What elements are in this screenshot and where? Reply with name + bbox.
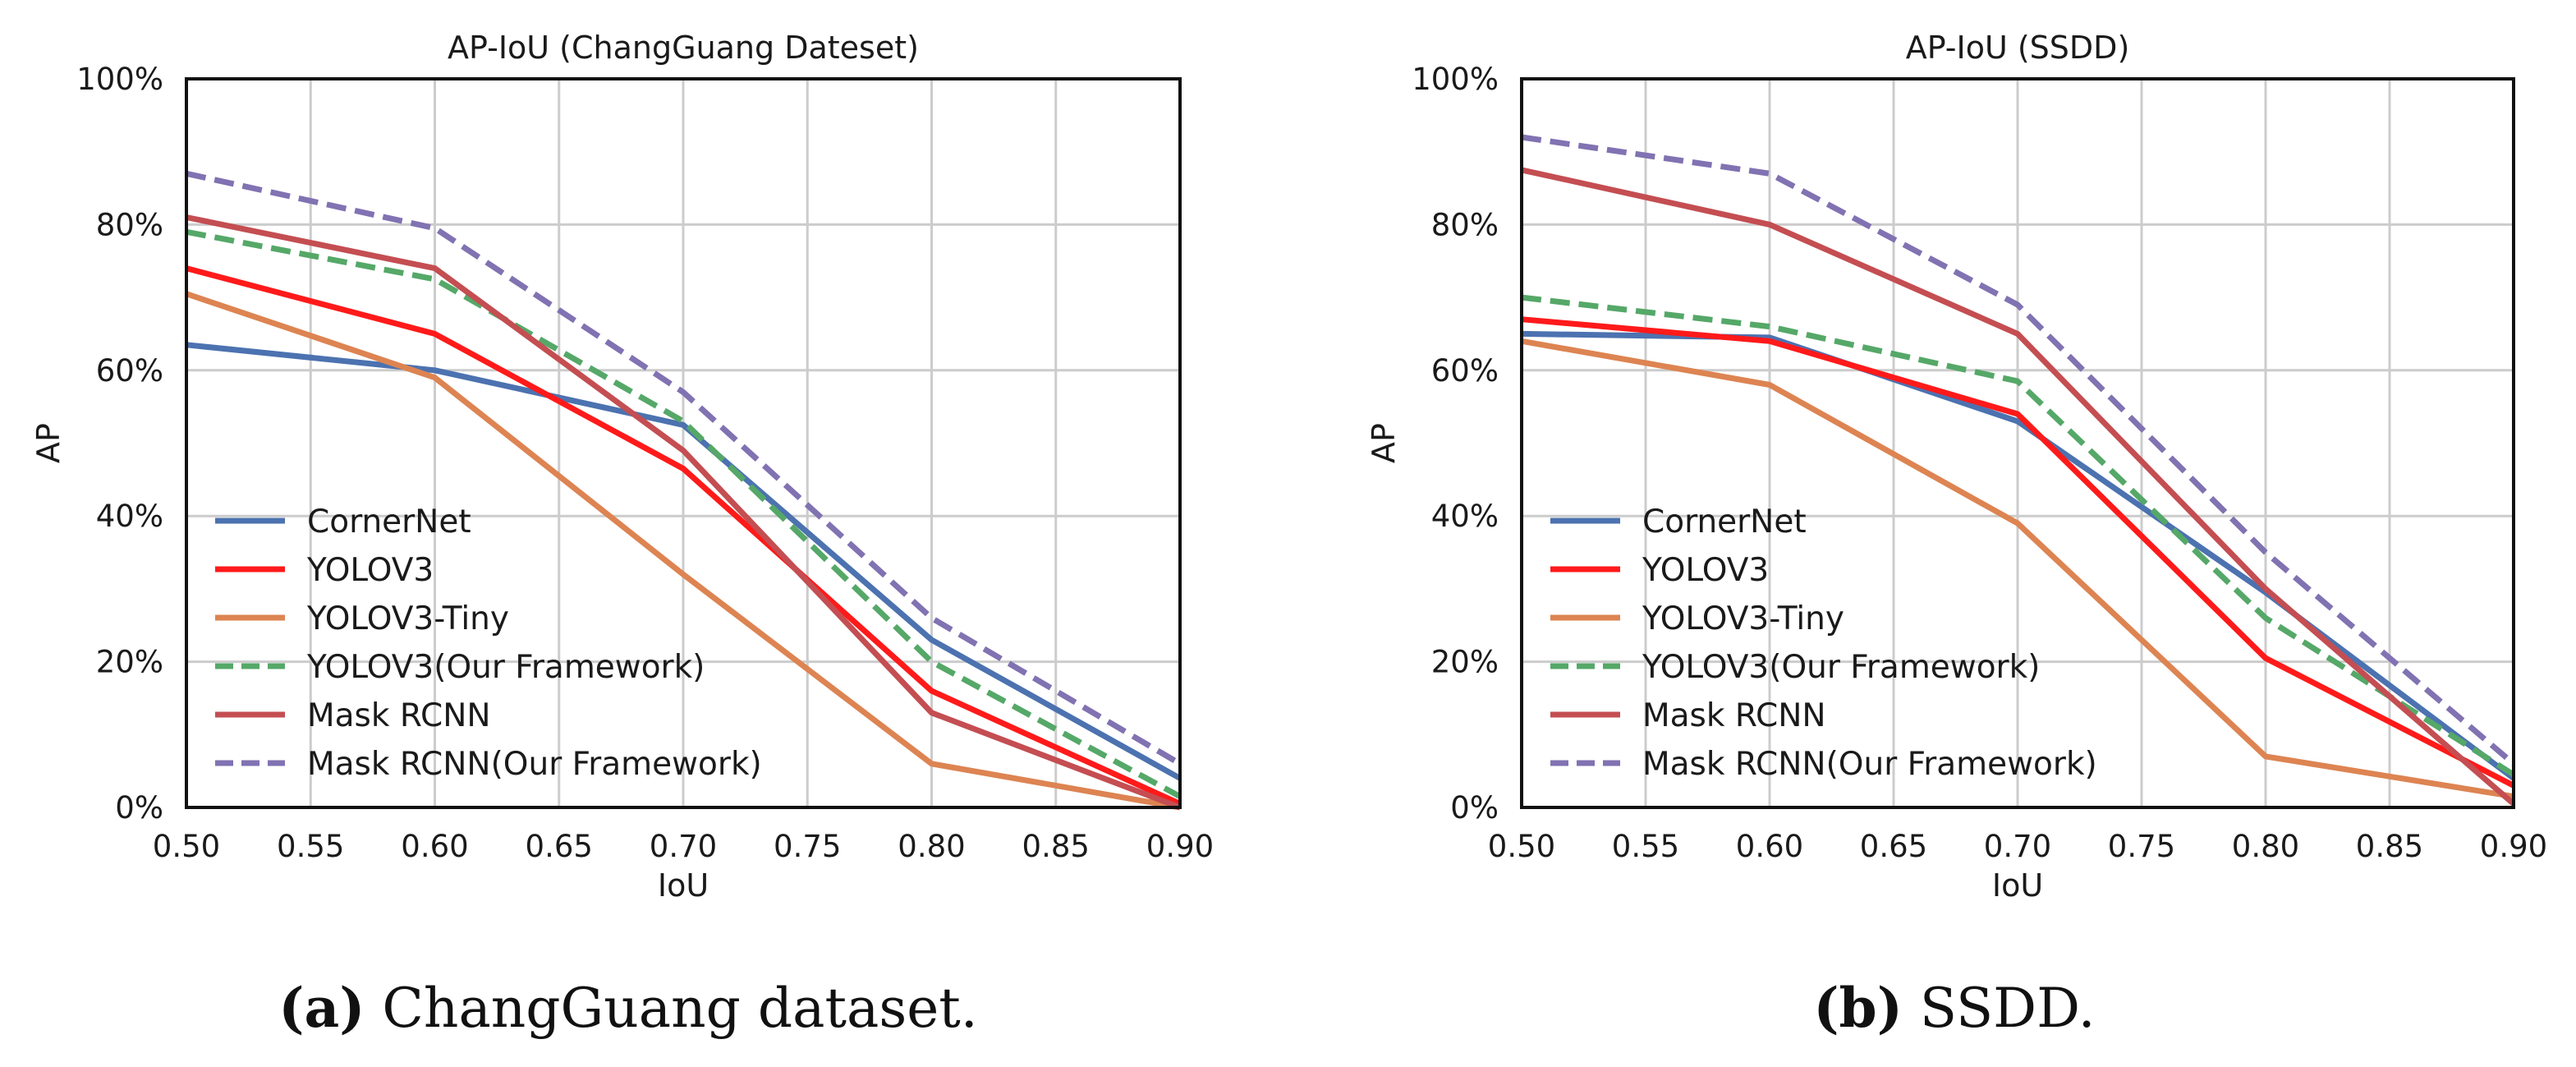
chart-ssdd: 0.50 0.55 0.60 0.65 0.70 0.75 0.80 0.85 0.90 0% 20… — [1366, 30, 2547, 904]
series-line-mask-rcnn-our-framework — [1521, 134, 2516, 766]
series-line-mask-rcnn — [1521, 167, 2516, 807]
x-tick-label: 0.90 — [2480, 829, 2547, 864]
series-line-yolov3-tiny — [185, 291, 1181, 811]
series-line-yolov3-tiny — [1521, 338, 2514, 800]
legend-label: Mask RCNN(Our Framework) — [1642, 746, 2097, 783]
legend-label: YOLOV3 — [306, 552, 434, 589]
x-tick-label: 0.75 — [774, 829, 841, 864]
chart-title: AP-IoU (SSDD) — [1906, 30, 2130, 66]
x-axis-label: IoU — [658, 867, 709, 904]
legend-label: Mask RCNN(Our Framework) — [307, 746, 762, 783]
x-tick-label: 0.50 — [153, 829, 220, 864]
x-tick-label: 0.60 — [401, 829, 468, 864]
x-tick-label: 0.70 — [650, 829, 717, 864]
legend-label: YOLOV3(Our Framework) — [306, 649, 705, 686]
legend-label: YOLOV3-Tiny — [1642, 600, 1844, 637]
x-tick-label: 0.65 — [1860, 829, 1927, 864]
y-tick-label: 20% — [1431, 645, 1499, 680]
caption-letter: (b) — [1813, 976, 1903, 1040]
chart-changguang: 0.50 0.55 0.60 0.65 0.70 0.75 0.80 0.85 0.90 0% 20… — [30, 30, 1214, 904]
legend-label: YOLOV3-Tiny — [306, 600, 509, 637]
series-line-yolov3 — [186, 265, 1182, 807]
chart-title: AP-IoU (ChangGuang Dateset) — [448, 30, 919, 66]
y-tick-label: 60% — [1431, 353, 1499, 389]
x-tick-label: 0.90 — [1146, 829, 1214, 864]
y-tick-label: 20% — [96, 645, 163, 680]
legend-label: CornerNet — [1642, 504, 1807, 540]
x-tick-label: 0.85 — [1022, 829, 1090, 864]
x-tick-label: 0.65 — [526, 829, 593, 864]
plot-frame — [185, 77, 1182, 809]
y-tick-label: 0% — [1450, 790, 1499, 826]
x-tick-label: 0.70 — [1984, 829, 2051, 864]
x-tick-label: 0.80 — [2232, 829, 2299, 864]
y-tick-label: 60% — [96, 353, 163, 389]
series-line-yolov3-our-framework — [1521, 294, 2515, 778]
series-line-yolov3-our-framework — [186, 228, 1182, 799]
legend-label: Mask RCNN — [1642, 697, 1826, 734]
y-tick-label: 100% — [1412, 62, 1499, 97]
x-tick-label: 0.60 — [1736, 829, 1803, 864]
y-tick-label: 40% — [1431, 499, 1499, 534]
legend-label: YOLOV3 — [1642, 552, 1769, 589]
y-tick-label: 80% — [96, 207, 163, 242]
x-tick-label: 0.50 — [1488, 829, 1555, 864]
legend-label: YOLOV3(Our Framework) — [1642, 649, 2040, 686]
plot-frame — [1520, 77, 2515, 809]
y-tick-label: 80% — [1431, 207, 1499, 242]
x-axis-label: IoU — [1992, 867, 2043, 904]
series-line-mask-rcnn — [186, 214, 1182, 811]
series-line-yolov3 — [1521, 316, 2515, 789]
x-tick-label: 0.55 — [277, 829, 344, 864]
caption-changguang: (a) ChangGuang dataset. — [218, 971, 1039, 1045]
y-axis-label: AP — [30, 423, 67, 463]
series-line-cornernet — [186, 342, 1182, 781]
y-tick-label: 100% — [76, 62, 163, 97]
legend-label: Mask RCNN — [307, 697, 491, 734]
y-axis-label: AP — [1366, 423, 1402, 463]
caption-text: SSDD. — [1902, 977, 2096, 1040]
x-tick-label: 0.80 — [898, 829, 965, 864]
y-tick-label: 0% — [115, 790, 163, 826]
caption-text: ChangGuang dataset. — [365, 977, 978, 1040]
caption-ssdd: (b) SSDD. — [1544, 971, 2365, 1045]
caption-letter: (a) — [278, 976, 365, 1040]
x-tick-label: 0.75 — [2108, 829, 2175, 864]
x-tick-label: 0.55 — [1612, 829, 1679, 864]
series-line-mask-rcnn-our-framework — [186, 170, 1182, 766]
legend-label: CornerNet — [307, 504, 471, 540]
x-tick-label: 0.85 — [2356, 829, 2423, 864]
y-tick-label: 40% — [96, 499, 163, 534]
